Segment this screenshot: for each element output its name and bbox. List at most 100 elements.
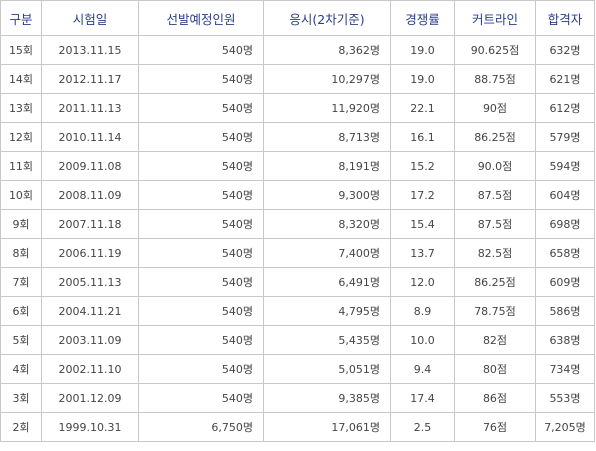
cell-competition-rate: 16.1 — [390, 122, 455, 152]
cell-round: 3회 — [0, 383, 42, 413]
cell-exam-date: 2009.11.08 — [41, 151, 139, 181]
cell-passers: 621명 — [535, 64, 595, 94]
cell-round: 4회 — [0, 354, 42, 384]
cell-planned-selection: 540명 — [138, 354, 264, 384]
cell-passers: 698명 — [535, 209, 595, 239]
cell-passers: 638명 — [535, 325, 595, 355]
cell-applicants: 11,920명 — [263, 93, 391, 123]
cell-exam-date: 2006.11.19 — [41, 238, 139, 268]
cell-exam-date: 2001.12.09 — [41, 383, 139, 413]
cell-passers: 553명 — [535, 383, 595, 413]
cell-applicants: 9,385명 — [263, 383, 391, 413]
cell-planned-selection: 540명 — [138, 93, 264, 123]
cell-competition-rate: 13.7 — [390, 238, 455, 268]
table-row: 10회 2008.11.09 540명 9,300명 17.2 87.5점 604명 — [0, 180, 595, 210]
cell-planned-selection: 540명 — [138, 296, 264, 326]
cell-planned-selection: 540명 — [138, 238, 264, 268]
cell-planned-selection: 540명 — [138, 35, 264, 65]
cell-round: 10회 — [0, 180, 42, 210]
cell-competition-rate: 9.4 — [390, 354, 455, 384]
table-row: 6회 2004.11.21 540명 4,795명 8.9 78.75점 586명 — [0, 296, 595, 326]
header-exam-date: 시험일 — [41, 0, 139, 36]
cell-cutoff: 86.25점 — [454, 267, 536, 297]
cell-exam-date: 2005.11.13 — [41, 267, 139, 297]
cell-passers: 586명 — [535, 296, 595, 326]
cell-passers: 594명 — [535, 151, 595, 181]
table-row: 3회 2001.12.09 540명 9,385명 17.4 86점 553명 — [0, 383, 595, 413]
cell-exam-date: 2008.11.09 — [41, 180, 139, 210]
table-row: 2회 1999.10.31 6,750명 17,061명 2.5 76점 7,205명 — [0, 412, 595, 442]
cell-competition-rate: 15.2 — [390, 151, 455, 181]
cell-planned-selection: 540명 — [138, 180, 264, 210]
cell-cutoff: 88.75점 — [454, 64, 536, 94]
exam-results-table: 구분 시험일 선발예정인원 응시(2차기준) 경쟁률 커트라인 합격자 15회 2… — [0, 0, 595, 442]
cell-passers: 632명 — [535, 35, 595, 65]
cell-passers: 612명 — [535, 93, 595, 123]
cell-competition-rate: 10.0 — [390, 325, 455, 355]
cell-round: 13회 — [0, 93, 42, 123]
cell-planned-selection: 540명 — [138, 151, 264, 181]
cell-round: 14회 — [0, 64, 42, 94]
table-row: 5회 2003.11.09 540명 5,435명 10.0 82점 638명 — [0, 325, 595, 355]
cell-cutoff: 82.5점 — [454, 238, 536, 268]
header-competition-rate: 경쟁률 — [390, 0, 455, 36]
cell-applicants: 8,320명 — [263, 209, 391, 239]
cell-passers: 604명 — [535, 180, 595, 210]
cell-planned-selection: 540명 — [138, 64, 264, 94]
cell-exam-date: 2007.11.18 — [41, 209, 139, 239]
cell-cutoff: 87.5점 — [454, 209, 536, 239]
cell-round: 15회 — [0, 35, 42, 65]
cell-competition-rate: 17.2 — [390, 180, 455, 210]
cell-exam-date: 2011.11.13 — [41, 93, 139, 123]
cell-competition-rate: 12.0 — [390, 267, 455, 297]
table-row: 13회 2011.11.13 540명 11,920명 22.1 90점 612명 — [0, 93, 595, 123]
cell-passers: 658명 — [535, 238, 595, 268]
cell-competition-rate: 22.1 — [390, 93, 455, 123]
cell-cutoff: 82점 — [454, 325, 536, 355]
cell-applicants: 7,400명 — [263, 238, 391, 268]
cell-cutoff: 90.0점 — [454, 151, 536, 181]
cell-cutoff: 80점 — [454, 354, 536, 384]
header-applicants: 응시(2차기준) — [263, 0, 391, 36]
cell-applicants: 5,435명 — [263, 325, 391, 355]
cell-applicants: 5,051명 — [263, 354, 391, 384]
table-header: 구분 시험일 선발예정인원 응시(2차기준) 경쟁률 커트라인 합격자 — [0, 0, 595, 36]
cell-cutoff: 76점 — [454, 412, 536, 442]
cell-planned-selection: 540명 — [138, 325, 264, 355]
cell-exam-date: 2010.11.14 — [41, 122, 139, 152]
cell-cutoff: 86점 — [454, 383, 536, 413]
cell-applicants: 17,061명 — [263, 412, 391, 442]
cell-planned-selection: 540명 — [138, 383, 264, 413]
cell-exam-date: 2004.11.21 — [41, 296, 139, 326]
cell-competition-rate: 8.9 — [390, 296, 455, 326]
cell-applicants: 9,300명 — [263, 180, 391, 210]
cell-cutoff: 90점 — [454, 93, 536, 123]
cell-exam-date: 2013.11.15 — [41, 35, 139, 65]
cell-planned-selection: 540명 — [138, 122, 264, 152]
table-row: 8회 2006.11.19 540명 7,400명 13.7 82.5점 658명 — [0, 238, 595, 268]
cell-cutoff: 90.625점 — [454, 35, 536, 65]
cell-round: 7회 — [0, 267, 42, 297]
cell-planned-selection: 540명 — [138, 209, 264, 239]
cell-round: 11회 — [0, 151, 42, 181]
cell-planned-selection: 540명 — [138, 267, 264, 297]
cell-round: 5회 — [0, 325, 42, 355]
header-cutoff: 커트라인 — [454, 0, 536, 36]
cell-exam-date: 1999.10.31 — [41, 412, 139, 442]
table-row: 4회 2002.11.10 540명 5,051명 9.4 80점 734명 — [0, 354, 595, 384]
cell-cutoff: 87.5점 — [454, 180, 536, 210]
table-row: 12회 2010.11.14 540명 8,713명 16.1 86.25점 579명 — [0, 122, 595, 152]
table-row: 14회 2012.11.17 540명 10,297명 19.0 88.75점 621명 — [0, 64, 595, 94]
header-passers: 합격자 — [535, 0, 595, 36]
cell-cutoff: 86.25점 — [454, 122, 536, 152]
table-row: 7회 2005.11.13 540명 6,491명 12.0 86.25점 609명 — [0, 267, 595, 297]
header-row: 구분 시험일 선발예정인원 응시(2차기준) 경쟁률 커트라인 합격자 — [0, 0, 595, 36]
cell-passers: 609명 — [535, 267, 595, 297]
cell-exam-date: 2012.11.17 — [41, 64, 139, 94]
header-round: 구분 — [0, 0, 42, 36]
cell-exam-date: 2003.11.09 — [41, 325, 139, 355]
cell-applicants: 8,362명 — [263, 35, 391, 65]
cell-exam-date: 2002.11.10 — [41, 354, 139, 384]
table-row: 11회 2009.11.08 540명 8,191명 15.2 90.0점 594명 — [0, 151, 595, 181]
